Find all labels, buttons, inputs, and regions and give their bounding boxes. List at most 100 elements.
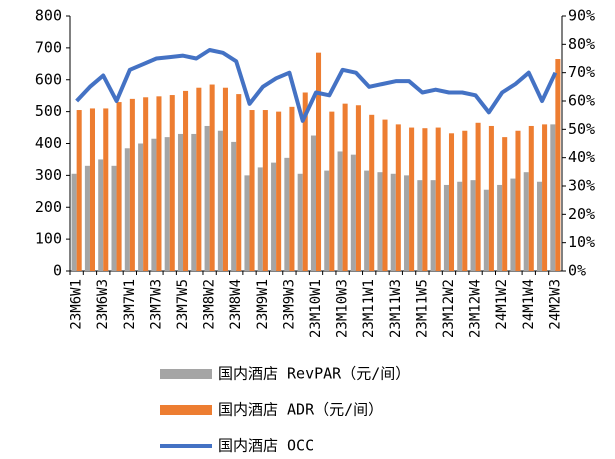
- x-tick-label: 23M11W1: [361, 279, 377, 338]
- bar: [324, 170, 330, 271]
- bar: [111, 165, 117, 271]
- bar: [364, 170, 370, 271]
- y-tick-label: 700: [35, 38, 62, 56]
- bar: [483, 189, 489, 271]
- x-tick-label: 23M11W3: [388, 279, 404, 338]
- y2-tick-label: 80%: [568, 35, 595, 53]
- y2-tick-label: 10%: [568, 233, 595, 251]
- bar: [98, 159, 104, 271]
- bar: [355, 105, 361, 271]
- y-tick-label: 400: [35, 134, 62, 152]
- y2-tick-label: 40%: [568, 148, 595, 166]
- x-tick-label: 23M11W5: [414, 279, 430, 338]
- bar: [502, 137, 508, 271]
- y-tick-label: 200: [35, 198, 62, 216]
- bar: [249, 110, 255, 271]
- bar: [329, 111, 335, 271]
- bar: [257, 167, 263, 271]
- bar: [310, 135, 316, 271]
- bar: [89, 108, 95, 271]
- y2-tick-label: 20%: [568, 205, 595, 223]
- bar: [422, 128, 428, 271]
- bar: [475, 122, 481, 271]
- bar: [430, 180, 436, 271]
- x-tick-label: 23M8W2: [202, 279, 218, 330]
- x-tick-label: 23M6W1: [69, 279, 85, 330]
- x-tick-label: 23M12W4: [468, 279, 484, 338]
- bar: [337, 151, 343, 271]
- y-tick-label: 100: [35, 230, 62, 248]
- bar: [510, 178, 516, 271]
- bar: [537, 181, 543, 271]
- legend-label: 国内酒店 OCC: [218, 437, 314, 455]
- bar: [183, 90, 189, 271]
- legend-swatch: [160, 405, 212, 415]
- bar: [129, 98, 135, 271]
- bar: [528, 125, 534, 271]
- bar: [271, 162, 277, 271]
- bar: [470, 180, 476, 271]
- y2-tick-label: 50%: [568, 120, 595, 138]
- bar: [457, 181, 463, 271]
- bar: [515, 130, 521, 271]
- x-tick-label: 23M12W2: [441, 279, 457, 338]
- legend-label: 国内酒店 RevPAR（元/间）: [218, 365, 410, 383]
- bar: [550, 124, 556, 271]
- bar: [143, 97, 149, 271]
- bar: [409, 127, 415, 271]
- y-tick-label: 300: [35, 166, 62, 184]
- bar: [244, 175, 250, 271]
- bar: [151, 138, 157, 271]
- bar: [236, 94, 242, 271]
- bar: [276, 111, 282, 271]
- x-tick-label: 23M8W4: [228, 279, 244, 330]
- bar: [103, 108, 109, 271]
- bar: [156, 96, 162, 271]
- bar: [302, 92, 308, 271]
- bar: [316, 52, 322, 271]
- bar: [443, 184, 449, 271]
- x-tick-label: 23M9W1: [255, 279, 271, 330]
- bar: [76, 110, 82, 271]
- bar: [382, 119, 388, 271]
- y2-tick-label: 90%: [568, 7, 595, 25]
- x-tick-label: 24M1W4: [521, 279, 537, 330]
- line: [75, 48, 558, 123]
- bar: [390, 173, 396, 271]
- bar: [71, 173, 77, 271]
- bar: [164, 137, 170, 271]
- bar: [262, 110, 268, 271]
- bar: [209, 84, 215, 271]
- x-tick-label: 23M7W3: [148, 279, 164, 330]
- legend-swatch: [160, 369, 212, 379]
- bar: [555, 59, 561, 271]
- x-tick-label: 23M9W3: [281, 279, 297, 330]
- bar: [231, 141, 237, 271]
- bar: [377, 172, 383, 271]
- bar: [417, 180, 423, 271]
- x-tick-label: 23M7W5: [175, 279, 191, 330]
- bar: [116, 102, 122, 271]
- bar: [124, 148, 130, 271]
- bar: [169, 95, 175, 271]
- y-tick-label: 800: [35, 7, 62, 25]
- bar: [369, 114, 375, 271]
- y-tick-label: 600: [35, 70, 62, 88]
- bar: [217, 130, 223, 271]
- x-tick-label: 24M2W3: [547, 279, 563, 330]
- bar: [138, 143, 144, 271]
- bar: [350, 154, 356, 271]
- y-tick-label: 0: [53, 262, 62, 280]
- x-tick-label: 23M7W1: [122, 279, 138, 330]
- bar: [488, 125, 494, 271]
- bar: [435, 127, 441, 271]
- bar: [297, 173, 303, 271]
- x-tick-label: 23M6W3: [95, 279, 111, 330]
- bar: [448, 133, 455, 271]
- x-tick-label: 23M10W1: [308, 279, 324, 338]
- legend-label: 国内酒店 ADR（元/间）: [218, 401, 383, 419]
- bar: [191, 133, 197, 271]
- bar: [289, 106, 295, 271]
- y2-tick-label: 0%: [568, 262, 586, 280]
- bar: [462, 130, 468, 271]
